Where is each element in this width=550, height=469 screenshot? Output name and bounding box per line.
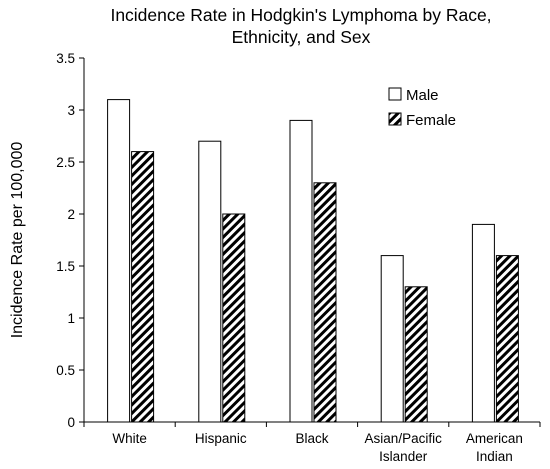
legend-label-male: Male <box>406 87 439 104</box>
y-tick-label: 1.5 <box>56 259 75 274</box>
y-tick-label: 0.5 <box>56 363 75 378</box>
bar-female <box>131 151 155 423</box>
bar-male <box>198 140 222 423</box>
y-axis-title: Incidence Rate per 100,000 <box>9 142 26 339</box>
x-axis: White Hispanic Black Asian/Pacific Islander A… <box>83 421 541 464</box>
x-tick-label: Islander <box>379 449 428 464</box>
x-tick-label: Hispanic <box>195 431 247 446</box>
x-tick-label: American <box>466 431 523 446</box>
bar-male <box>289 119 313 423</box>
bar-female <box>495 255 519 423</box>
legend-swatch-female <box>388 112 402 126</box>
legend-label-female: Female <box>406 112 456 129</box>
bar-female <box>222 213 246 423</box>
bar-male <box>107 99 131 423</box>
y-tick-label: 2 <box>67 207 75 222</box>
bar-female <box>404 286 428 423</box>
chart-title-line: Incidence Rate in Hodgkin's Lymphoma by … <box>110 5 491 25</box>
x-tick-label: Black <box>295 431 328 446</box>
y-tick-label: 0 <box>67 415 75 430</box>
x-tick-label: White <box>112 431 147 446</box>
chart-title-line: Ethnicity, and Sex <box>232 27 371 47</box>
x-tick-label: Indian <box>476 449 513 464</box>
bars <box>107 99 519 423</box>
bar-male <box>380 255 404 423</box>
legend: Male Female <box>388 87 456 129</box>
x-tick-label: Asian/Pacific <box>365 431 443 446</box>
y-axis: 0 0.5 1 1.5 2 2.5 3 3.5 <box>56 51 85 430</box>
chart-title: Incidence Rate in Hodgkin's Lymphoma by … <box>110 5 491 47</box>
y-tick-label: 1 <box>67 311 75 326</box>
y-tick-label: 2.5 <box>56 155 75 170</box>
y-axis-label: Incidence Rate per 100,000 <box>9 142 26 339</box>
y-tick-label: 3 <box>67 103 75 118</box>
bar-male <box>471 223 495 423</box>
y-tick-label: 3.5 <box>56 51 75 66</box>
legend-swatch-male <box>388 87 402 101</box>
bar-female <box>313 182 337 423</box>
